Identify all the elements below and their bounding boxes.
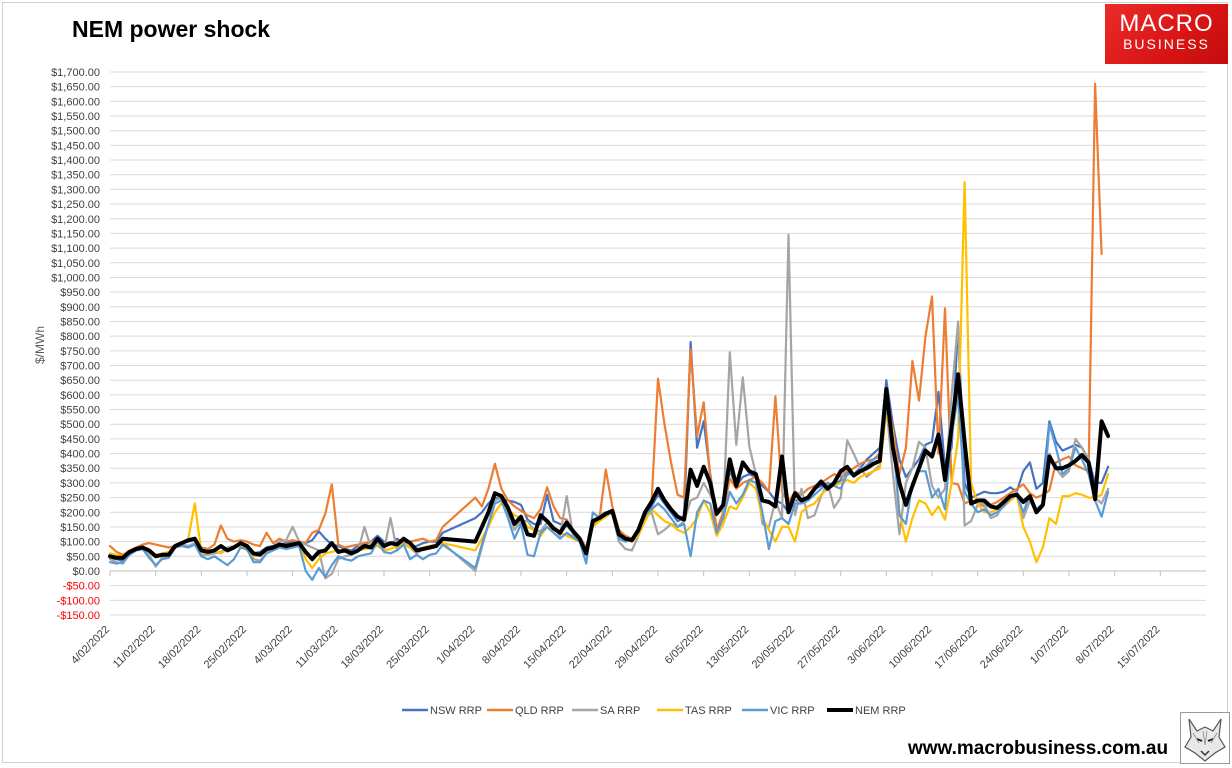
legend-label: NEM RRP <box>855 705 906 717</box>
wolf-mascot-icon <box>1180 712 1230 764</box>
y-tick-label: $600.00 <box>60 390 100 402</box>
y-tick-label: -$100.00 <box>57 595 100 607</box>
y-tick-label: $1,400.00 <box>51 155 100 167</box>
x-tick-label: 13/05/2022 <box>704 624 751 671</box>
series-line-nem-rrp <box>108 372 1111 562</box>
y-tick-label: $550.00 <box>60 405 100 417</box>
y-tick-label: $1,350.00 <box>51 170 100 182</box>
website-url: www.macrobusiness.com.au <box>908 738 1169 759</box>
series-line-vic-rrp <box>108 393 1110 581</box>
y-tick-label: $850.00 <box>60 316 100 328</box>
x-tick-label: 20/05/2022 <box>750 624 797 671</box>
x-tick-label: 27/05/2022 <box>795 624 842 671</box>
series-line-qld-rrp <box>108 82 1103 556</box>
y-tick-label: -$150.00 <box>57 610 100 622</box>
x-tick-label: 24/06/2022 <box>978 624 1025 671</box>
y-tick-label: -$50.00 <box>63 581 100 593</box>
y-axis-ticks: -$150.00 -$100.00 -$50.00 $0.00 $50.00 $100.0… <box>51 67 100 622</box>
x-tick-label: 6/05/2022 <box>663 624 706 667</box>
y-tick-label: $1,200.00 <box>51 214 100 226</box>
x-tick-label: 10/06/2022 <box>887 624 934 671</box>
y-tick-label: $1,150.00 <box>51 228 100 240</box>
x-tick-label: 8/07/2022 <box>1074 624 1117 667</box>
logo-line-2: BUSINESS <box>1123 36 1210 52</box>
y-tick-label: $300.00 <box>60 478 100 490</box>
series-lines <box>108 82 1111 581</box>
x-tick-label: 8/04/2022 <box>480 624 523 667</box>
chart-title: NEM power shock <box>72 16 271 42</box>
y-tick-label: $900.00 <box>60 302 100 314</box>
y-tick-label: $150.00 <box>60 522 100 534</box>
y-tick-label: $1,000.00 <box>51 272 100 284</box>
y-tick-label: $1,650.00 <box>51 82 100 94</box>
x-tick-label: 17/06/2022 <box>932 624 979 671</box>
legend-label: TAS RRP <box>685 705 732 717</box>
x-tick-label: 11/03/2022 <box>294 624 341 671</box>
y-tick-label: $700.00 <box>60 361 100 373</box>
x-tick-label: 29/04/2022 <box>613 624 660 671</box>
x-tick-label: 1/07/2022 <box>1028 624 1071 667</box>
legend-label: VIC RRP <box>770 705 815 717</box>
y-tick-label: $950.00 <box>60 287 100 299</box>
legend-label: NSW RRP <box>430 705 482 717</box>
y-tick-label: $1,600.00 <box>51 96 100 108</box>
x-tick-label: 25/02/2022 <box>202 624 249 671</box>
gridlines <box>110 71 1206 616</box>
y-tick-label: $650.00 <box>60 375 100 387</box>
y-tick-label: $1,700.00 <box>51 67 100 79</box>
y-tick-label: $1,550.00 <box>51 111 100 123</box>
y-tick-label: $250.00 <box>60 493 100 505</box>
x-tick-label: 4/02/2022 <box>69 624 112 667</box>
x-tick-label: 22/04/2022 <box>567 624 614 671</box>
x-tick-label: 15/07/2022 <box>1115 624 1162 671</box>
y-tick-label: $750.00 <box>60 346 100 358</box>
y-axis-label: $/MWh <box>33 326 47 364</box>
x-tick-label: 11/02/2022 <box>111 624 158 671</box>
x-tick-label: 18/03/2022 <box>339 624 386 671</box>
y-tick-label: $350.00 <box>60 463 100 475</box>
y-tick-label: $200.00 <box>60 507 100 519</box>
x-tick-label: 25/03/2022 <box>384 624 431 671</box>
x-tick-label: 18/02/2022 <box>156 624 203 671</box>
y-tick-label: $1,450.00 <box>51 140 100 152</box>
y-tick-label: $450.00 <box>60 434 100 446</box>
x-tick-label: 3/06/2022 <box>845 624 888 667</box>
x-tick-label: 4/03/2022 <box>252 624 295 667</box>
legend-label: SA RRP <box>600 705 640 717</box>
y-tick-label: $1,500.00 <box>51 126 100 138</box>
y-tick-label: $1,250.00 <box>51 199 100 211</box>
y-tick-label: $100.00 <box>60 537 100 549</box>
logo-line-1: MACRO <box>1119 10 1214 37</box>
y-tick-label: $800.00 <box>60 331 100 343</box>
y-tick-label: $1,300.00 <box>51 184 100 196</box>
x-tick-label: 1/04/2022 <box>434 624 477 667</box>
y-tick-label: $50.00 <box>66 551 100 563</box>
legend: NSW RRP QLD RRP SA RRP TAS RRP VIC RRP NEM RR… <box>402 705 906 717</box>
y-tick-label: $1,100.00 <box>51 243 100 255</box>
x-tick-label: 15/04/2022 <box>521 624 568 671</box>
legend-label: QLD RRP <box>515 705 564 717</box>
macrobusiness-logo: MACRO BUSINESS <box>1105 4 1228 64</box>
y-tick-label: $500.00 <box>60 419 100 431</box>
y-tick-label: $1,050.00 <box>51 258 100 270</box>
y-tick-label: $0.00 <box>72 566 100 578</box>
y-tick-label: $400.00 <box>60 449 100 461</box>
